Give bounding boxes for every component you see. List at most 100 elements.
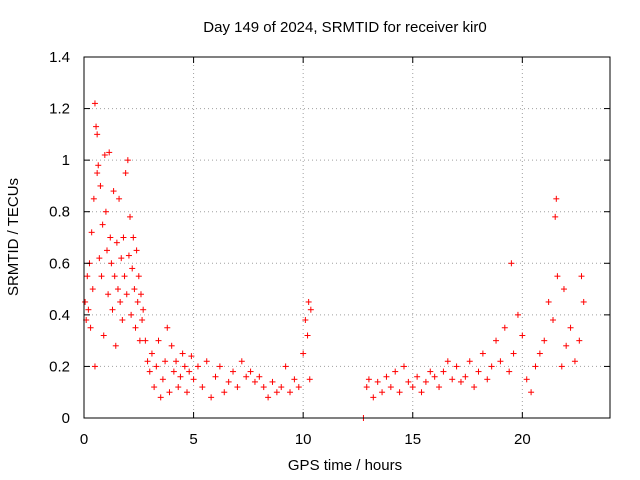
data-point [243,373,250,380]
data-point [234,384,241,391]
data-point [493,337,500,344]
data-point [256,373,263,380]
data-point [519,332,526,339]
chart-title: Day 149 of 2024, SRMTID for receiver kir… [203,19,486,36]
data-point [558,363,565,370]
data-point [128,311,135,318]
data-point [488,363,495,370]
x-tick-label: 15 [404,431,421,448]
data-point [111,273,118,280]
data-point [550,317,557,324]
data-point [94,131,101,138]
data-point [260,384,267,391]
data-point [112,342,119,349]
data-point [131,286,138,293]
data-point [444,358,451,365]
data-point [497,358,504,365]
data-point [122,170,129,177]
data-point [88,229,95,236]
x-tick-label: 20 [514,431,531,448]
data-point [212,373,219,380]
data-point [475,368,482,375]
data-point [87,324,94,331]
data-point [113,239,120,246]
data-point [545,298,552,305]
data-point [102,208,109,215]
data-point [427,368,434,375]
data-point [287,389,294,396]
data-point [370,394,377,401]
data-point [304,332,311,339]
data-point [114,286,121,293]
data-point [120,234,127,241]
data-point [554,273,561,280]
y-tick-label: 0.2 [49,358,70,375]
data-point [135,273,142,280]
data-point [91,100,98,107]
data-point [98,273,105,280]
data-point [99,221,106,228]
data-point [571,358,578,365]
data-point [175,384,182,391]
data-point [221,389,228,396]
data-point [225,378,232,385]
data-point [124,157,131,164]
data-point [306,376,313,383]
data-point [105,291,112,298]
data-point [94,170,101,177]
y-tick-label: 0.4 [49,307,70,324]
data-point [181,363,188,370]
data-point [414,373,421,380]
data-point [148,350,155,357]
x-tick-label: 0 [80,431,88,448]
data-point [532,363,539,370]
data-point [440,368,447,375]
data-point [580,298,587,305]
data-point [418,389,425,396]
data-point [251,378,258,385]
data-point [431,373,438,380]
data-point [91,363,98,370]
data-point [173,358,180,365]
data-point [528,389,535,396]
data-point [576,337,583,344]
data-point [396,389,403,396]
x-tick-label: 10 [295,431,312,448]
data-point [121,273,128,280]
data-point [363,384,370,391]
data-point [302,317,309,324]
data-point [466,358,473,365]
data-point [194,363,201,370]
data-point [119,317,126,324]
data-point [96,255,103,262]
data-point [409,384,416,391]
data-point [295,384,302,391]
data-point [387,384,394,391]
data-point [449,376,456,383]
data-point [153,363,160,370]
data-point [400,363,407,370]
data-point [199,384,206,391]
data-point [278,384,285,391]
data-point [108,260,115,267]
data-point [514,311,521,318]
y-tick-label: 0.8 [49,204,70,221]
data-point [484,376,491,383]
data-point [506,368,513,375]
data-point [374,378,381,385]
data-point [300,350,307,357]
data-point [462,373,469,380]
data-point [307,306,314,313]
data-point [159,376,166,383]
x-axis-label: GPS time / hours [288,457,402,474]
data-point [186,368,193,375]
data-point [90,195,97,202]
data-point [132,324,139,331]
x-tick-label: 5 [189,431,197,448]
data-point [139,317,146,324]
data-point [116,195,123,202]
data-point [291,376,298,383]
data-point [269,378,276,385]
data-point [238,358,245,365]
data-point [273,389,280,396]
